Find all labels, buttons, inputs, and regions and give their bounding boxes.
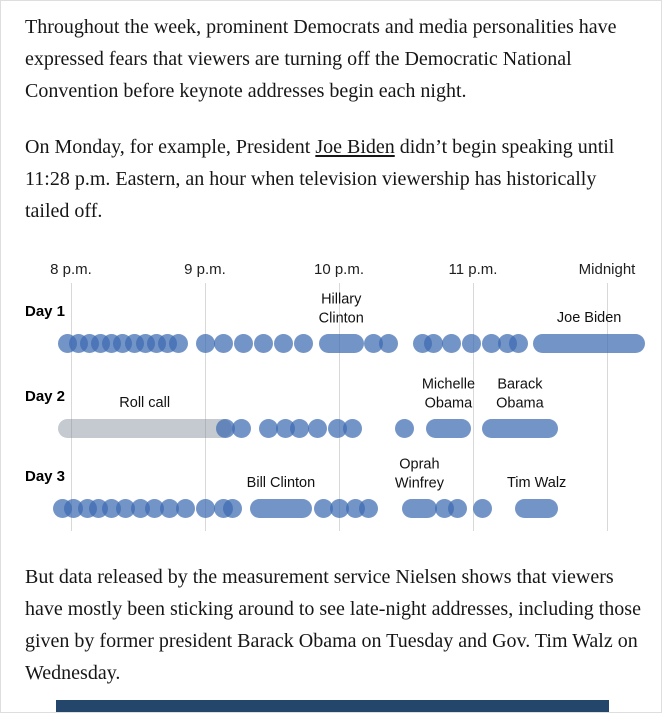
speech-capsule (508, 333, 528, 353)
roll-call-capsule (57, 418, 232, 438)
speech-capsule (213, 333, 233, 353)
speech-capsule (327, 418, 347, 438)
speech-capsule (401, 498, 438, 518)
hour-gridline (473, 283, 474, 531)
hour-gridline (71, 283, 72, 531)
speech-capsule (533, 333, 645, 353)
day-row-label: Day 1 (25, 303, 66, 320)
paragraph-convention-fears: Throughout the week, prominent Democrats… (25, 16, 617, 102)
p2-text-before: On Monday, for example, President (25, 136, 316, 158)
speech-capsule (481, 418, 558, 438)
speech-capsule (330, 498, 350, 518)
speech-capsule (249, 498, 313, 518)
speech-capsule (343, 418, 363, 438)
speech-capsule (515, 498, 558, 518)
speech-capsule (231, 418, 251, 438)
speech-capsule (254, 333, 274, 353)
axis-tick-label: 8 p.m. (50, 261, 92, 278)
speech-capsule (160, 498, 180, 518)
speech-capsule (473, 498, 492, 518)
speech-capsule (307, 418, 327, 438)
speaker-label: Joe Biden (556, 310, 622, 327)
speech-capsule (359, 498, 379, 518)
speech-capsule (144, 498, 164, 518)
p2-text-after: didn’t begin speaking until 11:28 p.m. E… (25, 136, 615, 222)
speech-capsule (115, 498, 135, 518)
next-figure-top-bar (56, 700, 609, 712)
speech-capsule (363, 333, 383, 353)
paragraph-nielsen-data: But data released by the measurement ser… (25, 566, 641, 684)
speech-capsule (169, 333, 189, 353)
speech-capsule (196, 498, 216, 518)
speaker-label: Michelle Obama (421, 376, 476, 412)
axis-tick-label: 9 p.m. (184, 261, 226, 278)
axis-tick-label: Midnight (578, 261, 636, 278)
axis-tick-label: 11 p.m. (448, 261, 498, 278)
speaker-label: Oprah Winfrey (394, 456, 444, 492)
speech-capsule (294, 333, 314, 353)
speech-timeline-chart: 8 p.m. 9 p.m. 10 p.m. 11 p.m. Midnight Day 1 H… (1, 251, 661, 543)
speaker-label: Bill Clinton (246, 475, 316, 492)
speech-capsule (441, 333, 461, 353)
speech-capsule (258, 418, 278, 438)
hour-gridline (205, 283, 206, 531)
speaker-label: Hillary Clinton (318, 291, 364, 327)
speech-capsule (234, 333, 254, 353)
day-row-label: Day 2 (25, 388, 66, 405)
speech-capsule (394, 418, 414, 438)
speaker-label: Tim Walz (506, 475, 567, 492)
speech-capsule (379, 333, 399, 353)
speaker-label: Barack Obama (496, 376, 544, 412)
paragraph-biden-speaking-time: On Monday, for example, President Joe Bi… (25, 131, 641, 227)
speech-capsule (196, 333, 216, 353)
speech-capsule (314, 498, 334, 518)
speech-capsule (481, 333, 501, 353)
speech-capsule (289, 418, 309, 438)
joe-biden-link[interactable]: Joe Biden (315, 136, 395, 158)
hour-gridline (607, 283, 608, 531)
speech-capsule (274, 333, 294, 353)
speech-capsule (423, 333, 443, 353)
speech-capsule (426, 418, 471, 438)
hour-gridline (339, 283, 340, 531)
speech-capsule (216, 418, 236, 438)
day-row-label: Day 3 (25, 468, 66, 485)
axis-tick-label: 10 p.m. (313, 261, 365, 278)
speech-capsule (318, 333, 364, 353)
speech-capsule (461, 333, 481, 353)
speech-capsule (175, 498, 195, 518)
speech-capsule (448, 498, 468, 518)
speech-capsule (222, 498, 242, 518)
speaker-label: Roll call (119, 395, 171, 412)
